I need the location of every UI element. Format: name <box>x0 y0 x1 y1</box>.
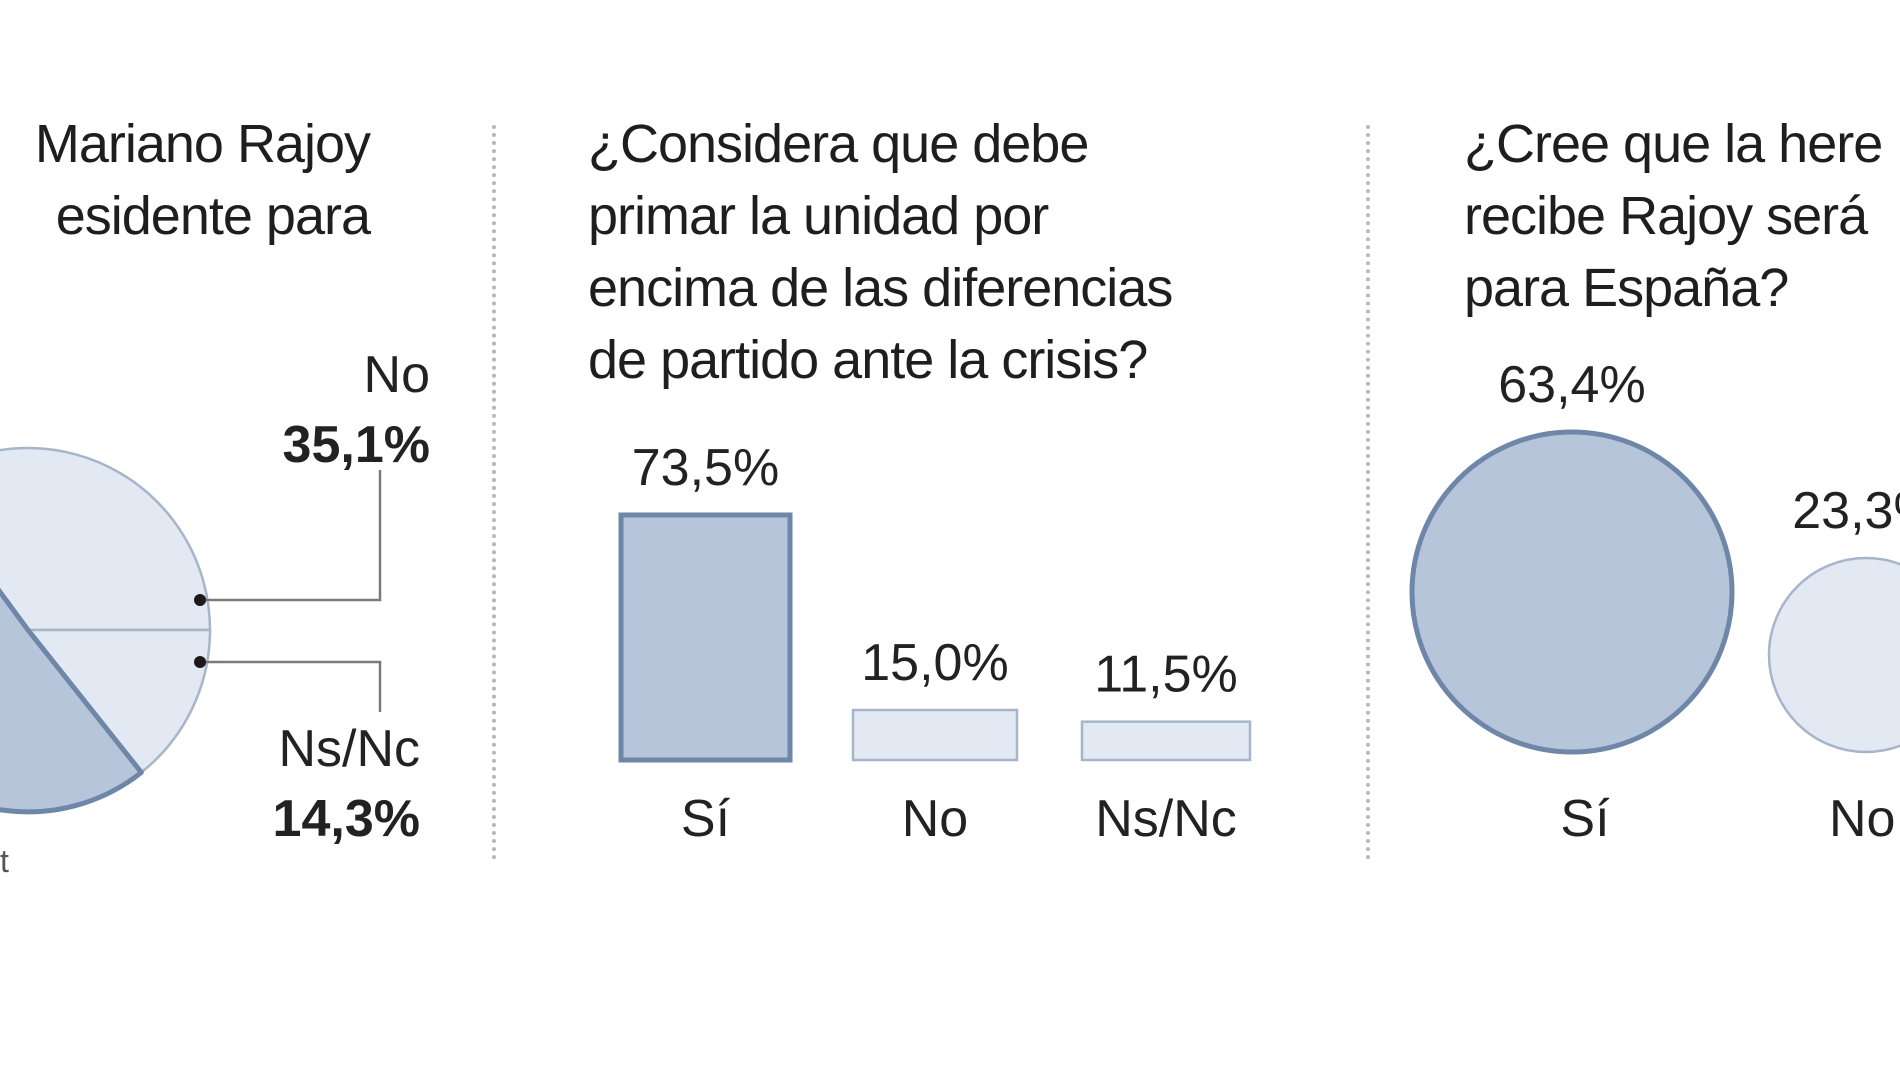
bar-value-label: 15,0% <box>861 634 1008 692</box>
pie-value-no: 35,1% <box>283 416 430 474</box>
pie-footnote: t <box>0 843 9 879</box>
pie-leader-dot-nsnc <box>194 656 206 668</box>
pie-leader-dot-no <box>194 594 206 606</box>
pie-slice <box>0 446 212 632</box>
panel-3-title-line: recibe Rajoy será <box>1464 186 1868 246</box>
pie-label-no: No <box>364 346 430 404</box>
panel-1-title: Mariano Rajoy esidente para <box>34 108 371 252</box>
panel-2-title-line: encima de las diferencias <box>588 258 1173 318</box>
bar-category-label: No <box>902 790 968 848</box>
pie-leader-line-no <box>200 470 382 602</box>
pie-leader-line-nsnc <box>200 660 382 712</box>
panel-3-title: ¿Cree que la here recibe Rajoy será para… <box>1464 108 1883 324</box>
panel-3-title-line: ¿Cree que la here <box>1464 114 1883 174</box>
bar <box>618 512 793 763</box>
panel-3-title-line: para España? <box>1464 258 1789 318</box>
panel-divider <box>492 125 496 860</box>
bubble <box>1767 556 1900 754</box>
panel-1-title-line: Mariano Rajoy <box>34 114 371 174</box>
panel-2-title: ¿Considera que debe primar la unidad por… <box>588 108 1173 396</box>
pie-slice <box>26 628 212 774</box>
pie-value-nsnc: 14,3% <box>273 790 420 848</box>
bubble <box>1409 429 1735 755</box>
bar <box>1080 720 1252 762</box>
panel-1-title-line: esidente para <box>55 186 371 246</box>
bubble-value-label: 23,3% <box>1792 482 1900 540</box>
bar <box>851 708 1019 762</box>
bubble-category-label: No <box>1829 790 1895 848</box>
panel-2-title-line: ¿Considera que debe <box>588 114 1089 174</box>
bubble-value-label: 63,4% <box>1498 356 1645 414</box>
panel-divider <box>1366 125 1370 860</box>
bar-value-label: 73,5% <box>632 439 779 497</box>
bar-value-label: 11,5% <box>1094 646 1238 704</box>
panel-2-title-line: de partido ante la crisis? <box>588 330 1148 390</box>
pie-slice <box>0 587 144 815</box>
panel-2-title-line: primar la unidad por <box>588 186 1049 246</box>
bar-category-label: Sí <box>681 790 731 848</box>
bubble-category-label: Sí <box>1560 790 1610 848</box>
pie-label-nsnc: Ns/Nc <box>278 720 420 778</box>
bar-category-label: Ns/Nc <box>1095 790 1237 848</box>
